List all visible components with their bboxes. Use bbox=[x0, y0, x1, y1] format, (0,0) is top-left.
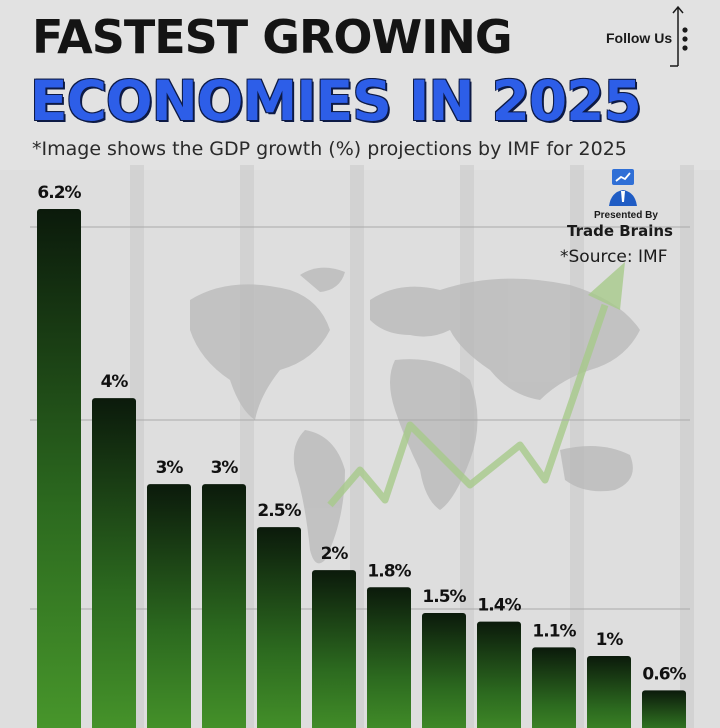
bar-8 bbox=[477, 621, 521, 728]
bar-label-7: 1.5% bbox=[422, 587, 466, 607]
bar-10 bbox=[587, 656, 631, 728]
more-vertical-icon[interactable] bbox=[680, 26, 690, 52]
arrow-up-icon bbox=[670, 5, 684, 67]
bar-1 bbox=[92, 398, 136, 728]
bar-4 bbox=[257, 527, 301, 728]
bar-label-5: 2% bbox=[321, 544, 349, 564]
bar-9 bbox=[532, 647, 576, 728]
bar-label-2: 3% bbox=[156, 458, 184, 478]
bar-11 bbox=[642, 690, 686, 728]
bar-3 bbox=[202, 484, 246, 728]
bar-label-3: 3% bbox=[211, 458, 239, 478]
bar-label-11: 0.6% bbox=[642, 664, 686, 684]
trend-arrowhead bbox=[588, 262, 625, 310]
bar-0 bbox=[37, 209, 81, 728]
source-note: *Source: IMF bbox=[560, 247, 668, 267]
bar-7 bbox=[422, 613, 466, 728]
bar-2 bbox=[147, 484, 191, 728]
bar-5 bbox=[312, 570, 356, 728]
bars bbox=[37, 209, 686, 728]
brand-name: Trade Brains bbox=[567, 222, 673, 240]
bar-label-8: 1.4% bbox=[477, 596, 521, 616]
bar-label-0: 6.2% bbox=[37, 183, 81, 203]
follow-us-button[interactable]: Follow Us bbox=[606, 30, 673, 46]
bar-6 bbox=[367, 587, 411, 728]
trade-brains-logo-icon bbox=[609, 169, 637, 206]
gridlines bbox=[30, 226, 690, 610]
trend-arrow bbox=[327, 303, 609, 508]
bar-label-6: 1.8% bbox=[367, 561, 411, 581]
title-line-2: ECONOMIES IN 2025 bbox=[30, 69, 642, 133]
bar-label-4: 2.5% bbox=[257, 501, 301, 521]
subtitle: *Image shows the GDP growth (%) projecti… bbox=[32, 138, 627, 160]
bar-label-1: 4% bbox=[101, 372, 129, 392]
bar-label-10: 1% bbox=[596, 630, 624, 650]
title-line-1: FASTEST GROWING bbox=[32, 10, 513, 64]
bar-labels: 6.2% 4% 3% 3% 2.5% 2% 1.8% 1.5% 1.4% 1.1% 1% 0.6% bbox=[37, 183, 687, 684]
bar-label-9: 1.1% bbox=[532, 621, 576, 641]
presented-by-label: Presented By bbox=[594, 210, 658, 221]
